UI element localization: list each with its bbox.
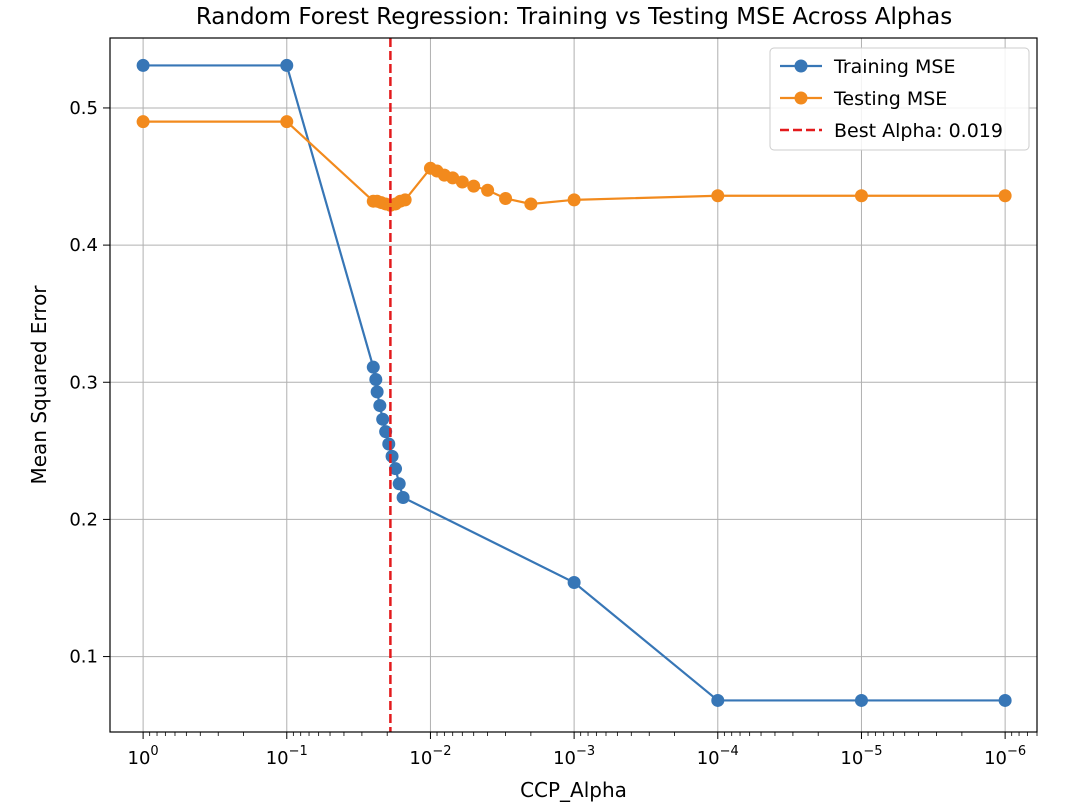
data-point (376, 412, 390, 426)
y-tick-label: 0.1 (69, 647, 98, 668)
x-axis-label: CCP_Alpha (520, 778, 627, 802)
plot-frame (109, 37, 1038, 733)
data-point (711, 693, 725, 707)
data-point (467, 179, 481, 193)
x-tick-label: 10−6 (984, 744, 1026, 769)
data-point (998, 189, 1012, 203)
grid (110, 38, 1037, 732)
legend-swatch-marker (794, 59, 808, 73)
x-tick-label: 10−5 (840, 744, 882, 769)
data-point (280, 58, 294, 72)
y-tick-label: 0.3 (69, 372, 98, 393)
x-tick-label: 10−4 (697, 744, 739, 769)
x-tick-label: 100 (128, 744, 159, 769)
data-point (369, 373, 383, 387)
y-tick-label: 0.5 (69, 98, 98, 119)
data-point (455, 175, 469, 189)
data-point (382, 437, 396, 451)
chart-title: Random Forest Regression: Training vs Te… (196, 4, 952, 30)
data-point (854, 693, 868, 707)
x-tick-label: 10−2 (409, 744, 451, 769)
data-point (396, 490, 410, 504)
series-layer (136, 58, 1012, 707)
legend-item: Testing MSE (780, 88, 947, 110)
data-point (567, 193, 581, 207)
y-tick-label: 0.4 (69, 235, 98, 256)
legend-label: Best Alpha: 0.019 (834, 120, 1003, 142)
data-point (389, 462, 403, 476)
data-point (379, 425, 393, 439)
data-point (854, 189, 868, 203)
data-point (398, 193, 412, 207)
series-testing-mse (136, 115, 1012, 212)
legend-label: Testing MSE (833, 88, 947, 110)
legend-label: Training MSE (833, 56, 955, 78)
y-tick-label: 0.2 (69, 509, 98, 530)
x-axis-ticks: 100 10−1 10−2 10−3 10−4 10−5 10−6 (128, 732, 1026, 769)
data-point (524, 197, 538, 211)
data-point (998, 693, 1012, 707)
legend-item: Best Alpha: 0.019 (780, 120, 1003, 142)
data-point (567, 576, 581, 590)
x-tick-label: 10−1 (266, 744, 308, 769)
data-point (370, 385, 384, 399)
data-point (136, 58, 150, 72)
data-point (373, 399, 387, 413)
legend-box (769, 47, 1030, 151)
data-point (136, 115, 150, 129)
data-point (499, 191, 513, 205)
series-training-mse (136, 58, 1012, 707)
legend-swatch-marker (794, 91, 808, 105)
x-tick-label: 10−3 (553, 744, 595, 769)
legend-item: Training MSE (780, 56, 955, 78)
data-point (392, 477, 406, 491)
x-minor-ticks (149, 732, 1038, 736)
legend: Training MSE Testing MSE Best Alpha: 0.019 (769, 47, 1030, 151)
data-point (280, 115, 294, 129)
data-point (366, 360, 380, 374)
y-axis-label: Mean Squared Error (27, 285, 51, 485)
data-point (481, 183, 495, 197)
data-point (711, 189, 725, 203)
data-point (385, 449, 399, 463)
y-axis-ticks: 0.1 0.2 0.3 0.4 0.5 (69, 98, 110, 668)
